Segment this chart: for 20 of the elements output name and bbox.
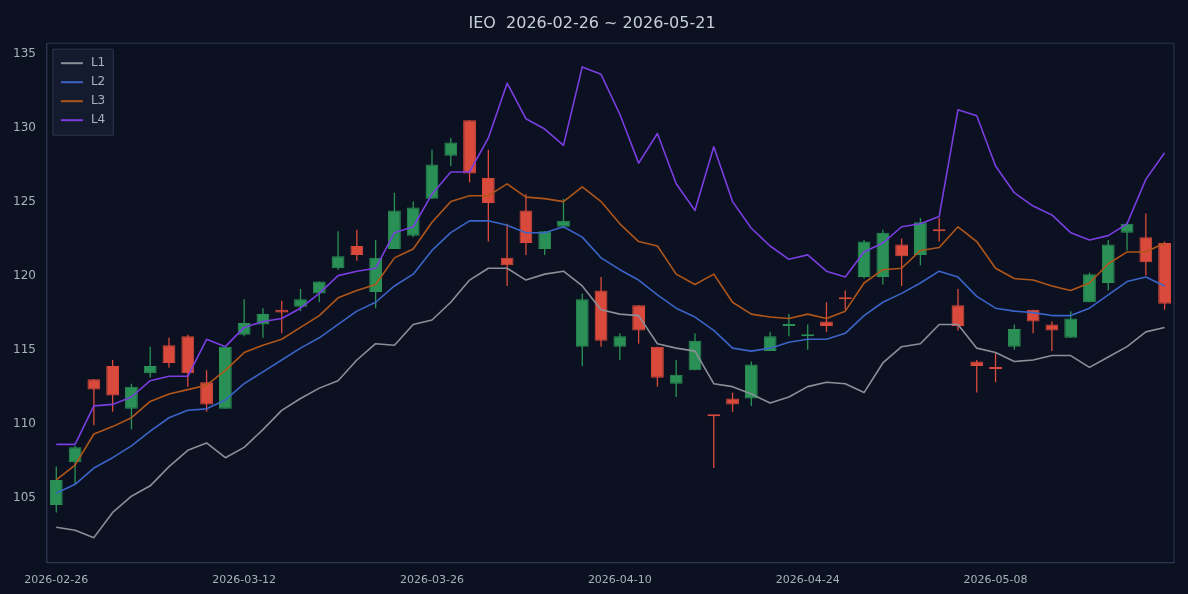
x-tick-label: 2026-02-26	[24, 573, 89, 587]
x-tick-label: 2026-05-08	[963, 573, 1028, 587]
legend-label: L1	[90, 55, 106, 70]
chart-title: IEO 2026-02-26 ~ 2026-05-21	[468, 12, 716, 32]
y-tick-label: 130	[13, 119, 36, 134]
y-tick-label: 125	[13, 193, 36, 208]
y-tick-label: 135	[13, 45, 36, 60]
candlestick	[613, 333, 627, 360]
x-tick-label: 2026-04-10	[587, 573, 652, 587]
y-tick-label: 110	[13, 415, 36, 430]
x-tick-label: 2026-03-26	[400, 573, 464, 587]
y-tick-label: 105	[13, 489, 36, 504]
y-tick-label: 115	[13, 341, 36, 356]
legend-label: L3	[90, 93, 106, 108]
x-tick-label: 2026-04-24	[775, 573, 840, 587]
x-tick-label: 2026-03-12	[212, 573, 277, 587]
y-tick-label: 120	[13, 267, 36, 282]
candlestick	[87, 379, 101, 426]
legend-label: L2	[90, 74, 106, 89]
legend-label: L4	[90, 112, 106, 127]
